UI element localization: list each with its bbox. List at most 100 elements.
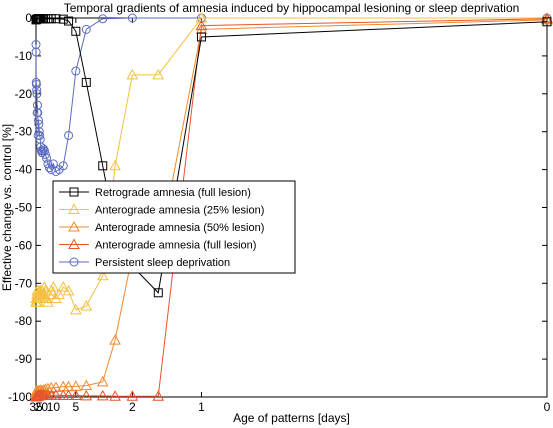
legend: Retrograde amnesia (full lesion) Anterogr… (52, 180, 296, 274)
legend-marker (69, 257, 79, 267)
legend-entry: Retrograde amnesia (full lesion) (59, 187, 251, 199)
data-point (42, 153, 52, 163)
data-point (47, 281, 60, 292)
data-point (81, 77, 91, 87)
data-point (64, 130, 74, 140)
data-point (98, 14, 108, 24)
data-point (152, 68, 165, 80)
data-point (109, 390, 121, 401)
legend-marker (68, 203, 80, 214)
series-3 (30, 12, 553, 402)
data-point (31, 47, 41, 57)
x-tick-label: 1 (198, 400, 205, 414)
data-point (42, 382, 54, 394)
legend-marker (68, 220, 80, 232)
data-point (126, 68, 139, 80)
x-tick-label: 2 (129, 400, 136, 414)
data-point (126, 390, 139, 401)
x-tick-label: 20 (35, 400, 49, 414)
legend-box (52, 180, 296, 274)
data-point (35, 130, 45, 140)
legend-marker (69, 187, 79, 197)
legend-marker (68, 238, 80, 249)
y-tick-label: 0 (25, 11, 32, 25)
data-point (32, 85, 42, 95)
series-1 (30, 11, 553, 315)
data-point (71, 26, 81, 36)
data-point (195, 11, 208, 23)
data-point (39, 144, 49, 154)
data-point (96, 375, 109, 387)
legend-label: Anterograde amnesia (full lesion) (95, 240, 256, 252)
y-tick-label: -80 (15, 314, 33, 328)
data-point (71, 66, 81, 76)
x-axis-label: Age of patterns [days] (233, 411, 350, 425)
series-4 (31, 13, 552, 176)
data-point (32, 89, 42, 99)
data-point (53, 288, 66, 300)
chart-title: Temporal gradients of amnesia induced by… (64, 1, 520, 15)
x-tick-label: 5 (72, 400, 79, 414)
data-point (69, 303, 82, 315)
data-point (50, 292, 62, 303)
data-point (57, 281, 70, 292)
y-tick-label: -40 (15, 163, 33, 177)
y-tick-label: -60 (15, 238, 33, 252)
legend-label: Anterograde amnesia (50% lesion) (95, 222, 264, 234)
data-point (109, 159, 121, 171)
y-tick-label: -50 (15, 201, 33, 215)
data-point (58, 161, 68, 171)
data-point (40, 149, 50, 159)
data-point (40, 292, 53, 303)
data-point (109, 334, 121, 345)
data-point (38, 281, 51, 292)
data-point (96, 389, 109, 401)
data-point (46, 14, 56, 24)
data-point (152, 390, 165, 401)
data-point (69, 389, 82, 400)
data-point (80, 300, 93, 311)
legend-label: Persistent sleep deprivation (95, 257, 230, 269)
legend-entry: Persistent sleep deprivation (59, 257, 230, 269)
y-tick-label: -70 (15, 276, 33, 290)
data-point (98, 161, 108, 171)
y-axis-label: Effective change vs. control [%] (0, 124, 14, 291)
data-point (64, 16, 74, 26)
data-point (153, 288, 163, 298)
data-point (50, 381, 62, 393)
data-point (81, 24, 91, 34)
data-point (42, 296, 54, 307)
legend-label: Anterograde amnesia (25% lesion) (95, 205, 264, 217)
data-point (51, 14, 61, 24)
x-tick-label: 35 (29, 400, 43, 414)
x-tick-label: 10 (47, 400, 61, 414)
series-group (30, 11, 553, 402)
data-point (31, 79, 41, 89)
legend-entry: Anterograde amnesia (full lesion) (59, 238, 256, 252)
legend-entry: Anterograde amnesia (25% lesion) (59, 203, 264, 217)
data-point (541, 13, 553, 25)
data-point (127, 13, 137, 23)
x-tick-label: 0 (544, 400, 551, 414)
data-point (96, 269, 109, 281)
data-point (62, 389, 75, 400)
series-line (35, 17, 547, 173)
data-point (196, 32, 206, 42)
legend-label: Retrograde amnesia (full lesion) (95, 187, 251, 199)
data-point (80, 379, 93, 391)
data-point (80, 389, 93, 401)
y-tick-label: -90 (15, 352, 33, 366)
data-point (58, 14, 68, 24)
data-point (50, 389, 62, 400)
data-point (542, 17, 552, 27)
data-point (62, 284, 75, 296)
data-point (195, 19, 208, 31)
y-tick-label: -20 (15, 87, 33, 101)
legend-entry: Anterograde amnesia (50% lesion) (59, 220, 264, 234)
y-tick-label: -10 (15, 49, 33, 63)
y-tick-label: -100 (8, 390, 32, 404)
data-point (33, 115, 43, 125)
y-tick-label: -30 (15, 125, 33, 139)
